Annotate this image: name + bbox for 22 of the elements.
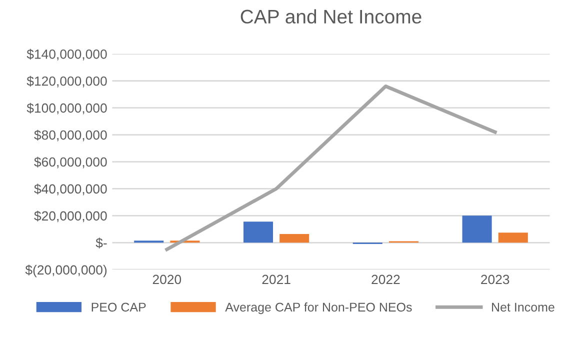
y-tick-label: $60,000,000 (34, 156, 107, 168)
y-tick-label: $(20,000,000) (25, 264, 107, 278)
legend-label: Net Income (492, 302, 554, 312)
bar (498, 232, 528, 243)
y-tick-label: $140,000,000 (26, 48, 107, 60)
y-tick-label: $- (96, 238, 107, 248)
x-tick-label: 2020 (152, 274, 182, 284)
chart-title: CAP and Net Income (240, 9, 422, 24)
y-tick-label: $80,000,000 (34, 130, 107, 142)
y-tick-label: $20,000,000 (34, 210, 107, 222)
bar (280, 234, 310, 243)
x-tick-label: 2021 (262, 274, 290, 284)
bar (462, 216, 492, 243)
line-series (165, 84, 497, 252)
bar (243, 222, 274, 243)
x-tick-label: 2023 (481, 274, 510, 284)
y-tick-label: $120,000,000 (26, 76, 107, 88)
legend-label: PEO CAP (92, 302, 146, 312)
y-tick-label: $40,000,000 (34, 184, 107, 196)
legend-label: Average CAP for Non-PEO NEOs (225, 302, 412, 314)
x-tick-label: 2022 (372, 274, 400, 284)
y-tick-label: $100,000,000 (26, 102, 107, 114)
